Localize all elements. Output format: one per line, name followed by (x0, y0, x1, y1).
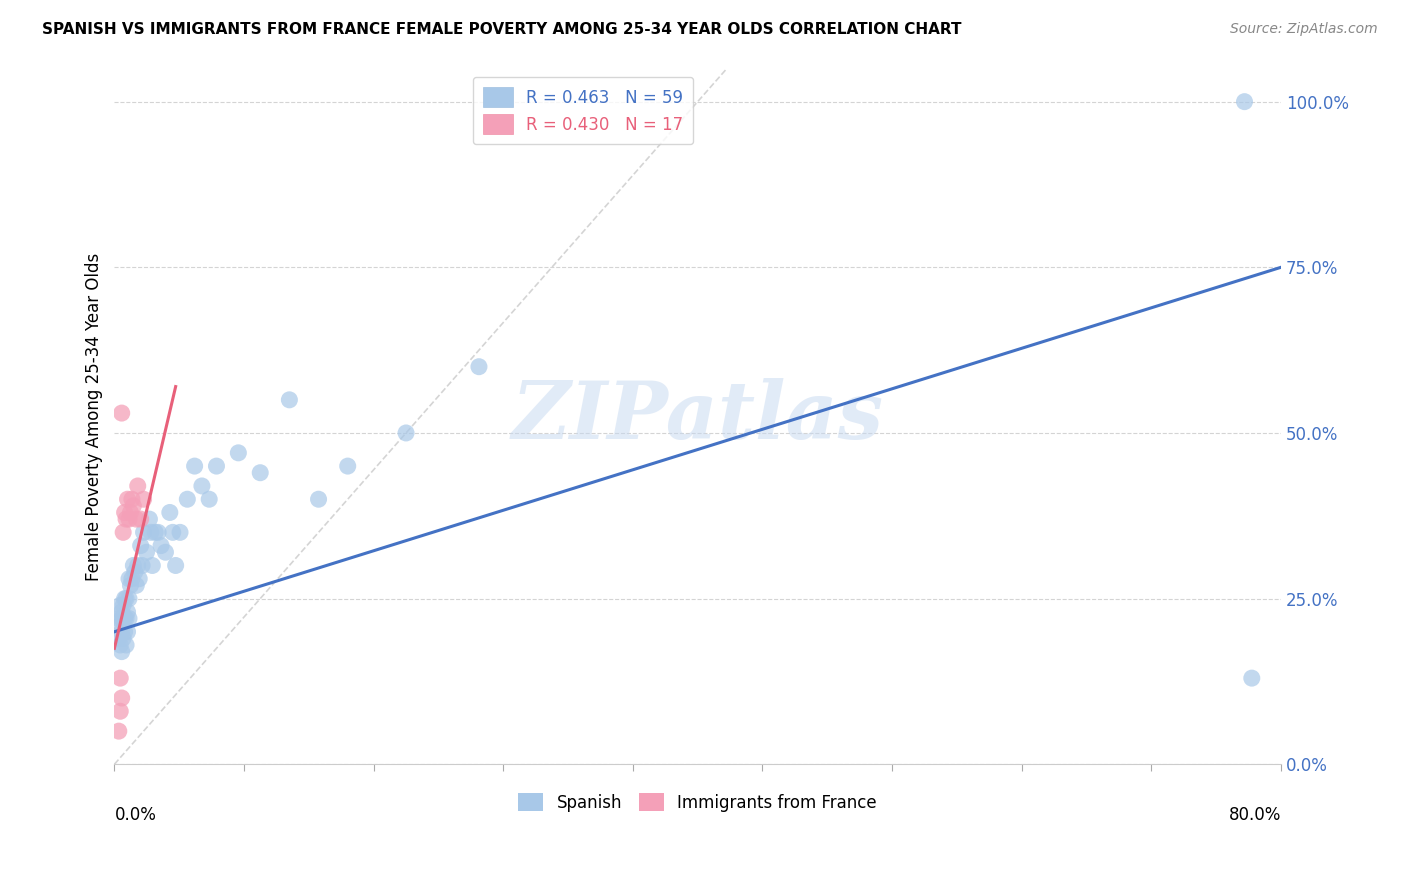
Point (1240, 671, 1263, 685)
Point (125, 512, 148, 526)
Point (112, 599, 135, 613)
Point (150, 539, 173, 553)
Point (127, 479, 149, 493)
Legend: Spanish, Immigrants from France: Spanish, Immigrants from France (512, 787, 883, 819)
Point (121, 492, 143, 507)
Y-axis label: Female Poverty Among 25-34 Year Olds: Female Poverty Among 25-34 Year Olds (86, 252, 103, 581)
Point (121, 572, 143, 586)
Point (111, 611, 134, 625)
Point (115, 512, 138, 526)
Point (111, 624, 134, 639)
Point (114, 624, 136, 639)
Point (107, 632, 129, 646)
Point (159, 506, 181, 520)
Point (120, 506, 142, 520)
Point (128, 572, 150, 586)
Point (176, 492, 198, 507)
Point (111, 645, 134, 659)
Point (162, 525, 184, 540)
Point (205, 459, 228, 474)
Point (165, 558, 187, 573)
Point (112, 632, 135, 646)
Point (336, 459, 359, 474)
Point (132, 492, 155, 507)
Point (111, 406, 134, 420)
Point (107, 724, 129, 739)
Point (110, 704, 132, 718)
Text: Source: ZipAtlas.com: Source: ZipAtlas.com (1230, 22, 1378, 37)
Point (139, 525, 162, 540)
Point (114, 591, 136, 606)
Point (118, 512, 141, 526)
Point (124, 565, 146, 579)
Point (114, 611, 136, 625)
Point (115, 611, 138, 625)
Point (129, 539, 152, 553)
Text: 0.0%: 0.0% (114, 806, 156, 824)
Point (228, 446, 250, 460)
Point (129, 512, 152, 526)
Point (122, 499, 145, 513)
Point (131, 558, 153, 573)
Point (111, 691, 134, 706)
Point (198, 492, 221, 507)
Point (395, 425, 418, 440)
Point (122, 558, 145, 573)
Point (112, 611, 135, 625)
Point (141, 558, 163, 573)
Point (132, 525, 155, 540)
Point (115, 591, 138, 606)
Point (125, 578, 148, 592)
Point (169, 525, 191, 540)
Point (110, 618, 132, 632)
Point (191, 479, 214, 493)
Point (146, 525, 169, 540)
Point (308, 492, 330, 507)
Point (278, 392, 301, 407)
Point (1233, 95, 1256, 109)
Point (115, 638, 138, 652)
Point (249, 466, 271, 480)
Point (110, 599, 132, 613)
Point (118, 611, 141, 625)
Text: ZIPatlas: ZIPatlas (512, 377, 884, 455)
Point (183, 459, 205, 474)
Point (117, 492, 139, 507)
Point (127, 558, 149, 573)
Point (118, 572, 141, 586)
Point (117, 624, 139, 639)
Point (118, 591, 141, 606)
Point (135, 545, 157, 559)
Point (111, 605, 134, 619)
Point (112, 525, 135, 540)
Point (143, 525, 166, 540)
Point (110, 638, 132, 652)
Point (114, 506, 136, 520)
Point (155, 545, 177, 559)
Point (117, 605, 139, 619)
Point (110, 671, 132, 685)
Text: SPANISH VS IMMIGRANTS FROM FRANCE FEMALE POVERTY AMONG 25-34 YEAR OLDS CORRELATI: SPANISH VS IMMIGRANTS FROM FRANCE FEMALE… (42, 22, 962, 37)
Point (120, 578, 142, 592)
Point (107, 611, 129, 625)
Text: 80.0%: 80.0% (1229, 806, 1281, 824)
Point (468, 359, 491, 374)
Point (138, 512, 160, 526)
